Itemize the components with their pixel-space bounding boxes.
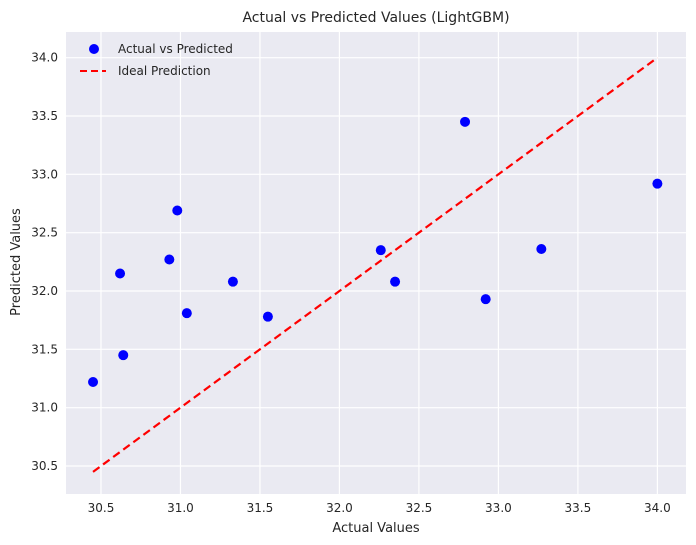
x-tick-labels: 30.5 31.0 31.5 32.0 32.5 33.0 33.5 34.0 [88,501,671,515]
x-tick-label: 32.0 [326,501,353,515]
data-point [118,350,129,361]
y-tick-label: 31.5 [31,342,58,356]
legend-label-actual: Actual vs Predicted [118,42,233,56]
y-tick-label: 30.5 [31,459,58,473]
data-point [375,245,386,256]
data-point [227,276,238,287]
x-tick-label: 30.5 [88,501,115,515]
points-layer [88,116,663,387]
chart-title: Actual vs Predicted Values (LightGBM) [242,10,509,26]
x-tick-label: 33.5 [565,501,592,515]
y-tick-label: 32.0 [31,284,58,298]
legend-marker-actual [89,44,99,54]
y-tick-label: 34.0 [31,51,58,65]
x-tick-label: 31.5 [247,501,274,515]
y-tick-label: 33.0 [31,167,58,181]
data-point [172,205,183,216]
data-point [480,294,491,305]
data-point [460,116,471,127]
y-tick-label: 31.0 [31,401,58,415]
data-point [652,178,663,189]
x-tick-label: 31.0 [167,501,194,515]
ideal-line-layer [92,56,659,473]
x-tick-label: 34.0 [644,501,671,515]
legend: Actual vs Predicted Ideal Prediction [80,42,233,78]
y-axis-label: Predicted Values [9,208,24,316]
y-tick-label: 32.5 [31,226,58,240]
legend-label-ideal: Ideal Prediction [118,64,211,78]
data-point [88,377,99,387]
x-tick-label: 33.0 [485,501,512,515]
grid [66,32,686,494]
y-tick-labels: 30.5 31.0 31.5 32.0 32.5 33.0 33.5 34.0 [31,51,58,473]
data-point [164,254,175,265]
x-tick-label: 32.5 [406,501,433,515]
ideal-prediction-line [92,56,659,473]
data-point [390,276,401,287]
data-point [262,311,273,322]
data-point [181,308,192,319]
data-point [115,268,126,279]
y-tick-label: 33.5 [31,109,58,123]
data-point [536,244,547,254]
x-axis-label: Actual Values [332,521,420,536]
